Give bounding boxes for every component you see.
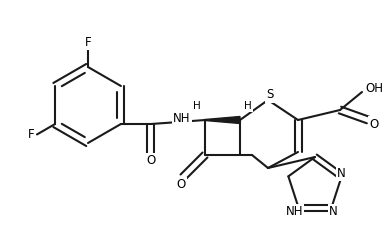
Text: S: S — [266, 88, 274, 101]
Text: F: F — [85, 35, 91, 49]
Polygon shape — [205, 117, 240, 123]
Text: O: O — [146, 155, 156, 167]
Text: N: N — [337, 167, 346, 180]
Text: H: H — [244, 101, 252, 111]
Text: H: H — [193, 101, 201, 111]
Text: NH: NH — [286, 205, 303, 218]
Text: OH: OH — [365, 82, 383, 95]
Text: F: F — [28, 128, 34, 141]
Text: NH: NH — [173, 112, 191, 125]
Text: N: N — [329, 205, 338, 218]
Text: O: O — [176, 178, 186, 191]
Text: O: O — [369, 117, 379, 131]
